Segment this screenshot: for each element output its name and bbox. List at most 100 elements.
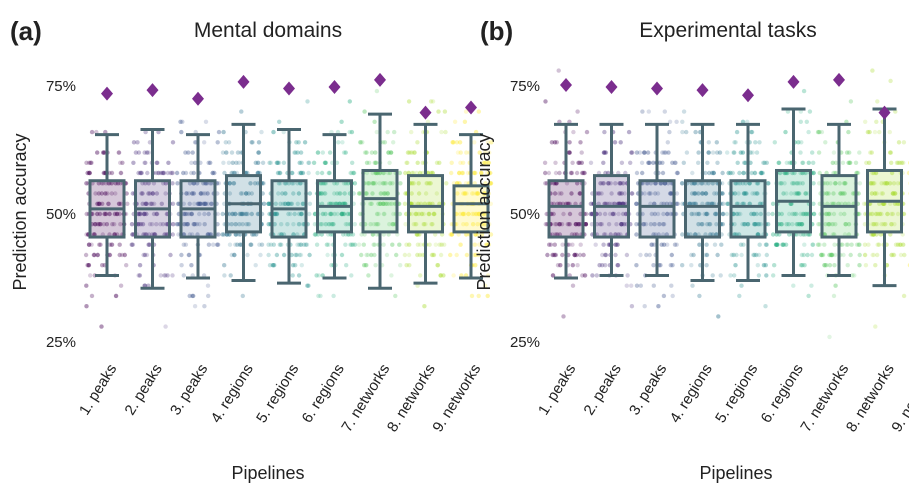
- data-point: [869, 150, 874, 155]
- data-point: [124, 263, 129, 268]
- data-point: [725, 201, 730, 206]
- data-point: [326, 222, 332, 227]
- data-point: [437, 160, 442, 165]
- data-point: [366, 181, 371, 186]
- data-point: [752, 170, 757, 176]
- data-point: [428, 99, 434, 104]
- data-point: [659, 242, 664, 247]
- data-point: [427, 211, 432, 217]
- data-point: [307, 201, 313, 206]
- data-point: [593, 242, 598, 247]
- data-point: [605, 181, 611, 186]
- data-point: [629, 304, 635, 309]
- data-point: [600, 181, 605, 186]
- data-point: [275, 160, 280, 165]
- data-point: [146, 242, 151, 247]
- data-point: [227, 191, 233, 196]
- data-point: [362, 263, 367, 268]
- data-point: [476, 211, 481, 217]
- data-point: [893, 242, 899, 247]
- data-point: [159, 201, 164, 206]
- diamond-marker: [374, 72, 386, 87]
- data-point: [383, 181, 388, 186]
- data-point: [192, 304, 198, 309]
- data-point: [843, 222, 848, 227]
- boxes-b: [547, 107, 903, 288]
- data-point: [603, 263, 608, 268]
- data-point: [290, 170, 295, 176]
- data-point: [113, 191, 118, 196]
- data-point: [192, 140, 198, 145]
- data-point: [257, 242, 262, 247]
- data-point: [255, 170, 261, 176]
- data-point: [150, 191, 155, 196]
- data-point: [297, 160, 302, 165]
- data-point: [796, 140, 801, 145]
- data-point: [296, 222, 302, 227]
- data-point: [385, 129, 390, 135]
- data-point: [806, 160, 811, 165]
- data-point: [617, 191, 622, 196]
- data-point: [668, 263, 673, 268]
- data-point: [690, 170, 695, 176]
- data-point: [418, 242, 423, 247]
- data-point: [277, 242, 283, 247]
- y-axis-label-a: Prediction accuracy: [10, 133, 30, 290]
- data-point: [426, 170, 431, 176]
- data-point: [475, 222, 480, 227]
- data-point: [703, 191, 708, 196]
- data-point: [655, 211, 661, 217]
- data-point: [419, 211, 424, 217]
- data-point: [613, 181, 618, 186]
- data-point: [856, 191, 861, 196]
- data-point: [377, 181, 382, 186]
- data-point: [854, 242, 860, 247]
- data-point: [416, 211, 421, 217]
- data-point: [736, 211, 741, 217]
- data-point: [839, 242, 845, 247]
- data-point: [594, 273, 599, 278]
- data-point: [823, 222, 828, 227]
- data-point: [542, 160, 548, 165]
- data-point: [788, 201, 793, 206]
- data-point: [409, 191, 414, 196]
- data-point: [841, 181, 847, 186]
- data-point: [816, 222, 821, 227]
- data-point: [570, 263, 575, 268]
- data-point: [784, 222, 789, 227]
- data-point: [712, 191, 717, 196]
- data-point: [370, 181, 375, 186]
- data-point: [775, 242, 780, 247]
- data-point: [385, 191, 390, 196]
- data-point: [756, 273, 762, 278]
- data-point: [795, 191, 801, 196]
- data-point: [318, 222, 323, 227]
- data-point: [485, 140, 491, 145]
- data-point: [779, 211, 784, 217]
- data-point: [749, 129, 754, 135]
- data-point: [779, 222, 784, 227]
- data-point: [89, 160, 94, 165]
- data-point: [680, 129, 685, 135]
- data-point: [84, 181, 89, 186]
- data-point: [237, 222, 242, 227]
- data-point: [892, 191, 897, 196]
- data-point: [202, 201, 207, 206]
- data-point: [831, 211, 837, 217]
- data-point: [710, 150, 716, 155]
- data-point: [728, 170, 733, 176]
- data-point: [662, 109, 667, 114]
- data-point: [788, 201, 793, 206]
- data-point: [646, 160, 651, 165]
- data-point: [243, 211, 249, 217]
- data-point: [281, 252, 287, 258]
- data-point: [149, 201, 154, 206]
- data-point: [754, 252, 759, 258]
- data-point: [276, 160, 282, 165]
- data-point: [337, 191, 342, 196]
- data-point: [471, 170, 477, 176]
- data-point: [580, 170, 585, 176]
- data-point: [266, 201, 271, 206]
- data-point: [320, 273, 325, 278]
- data-point: [485, 293, 490, 299]
